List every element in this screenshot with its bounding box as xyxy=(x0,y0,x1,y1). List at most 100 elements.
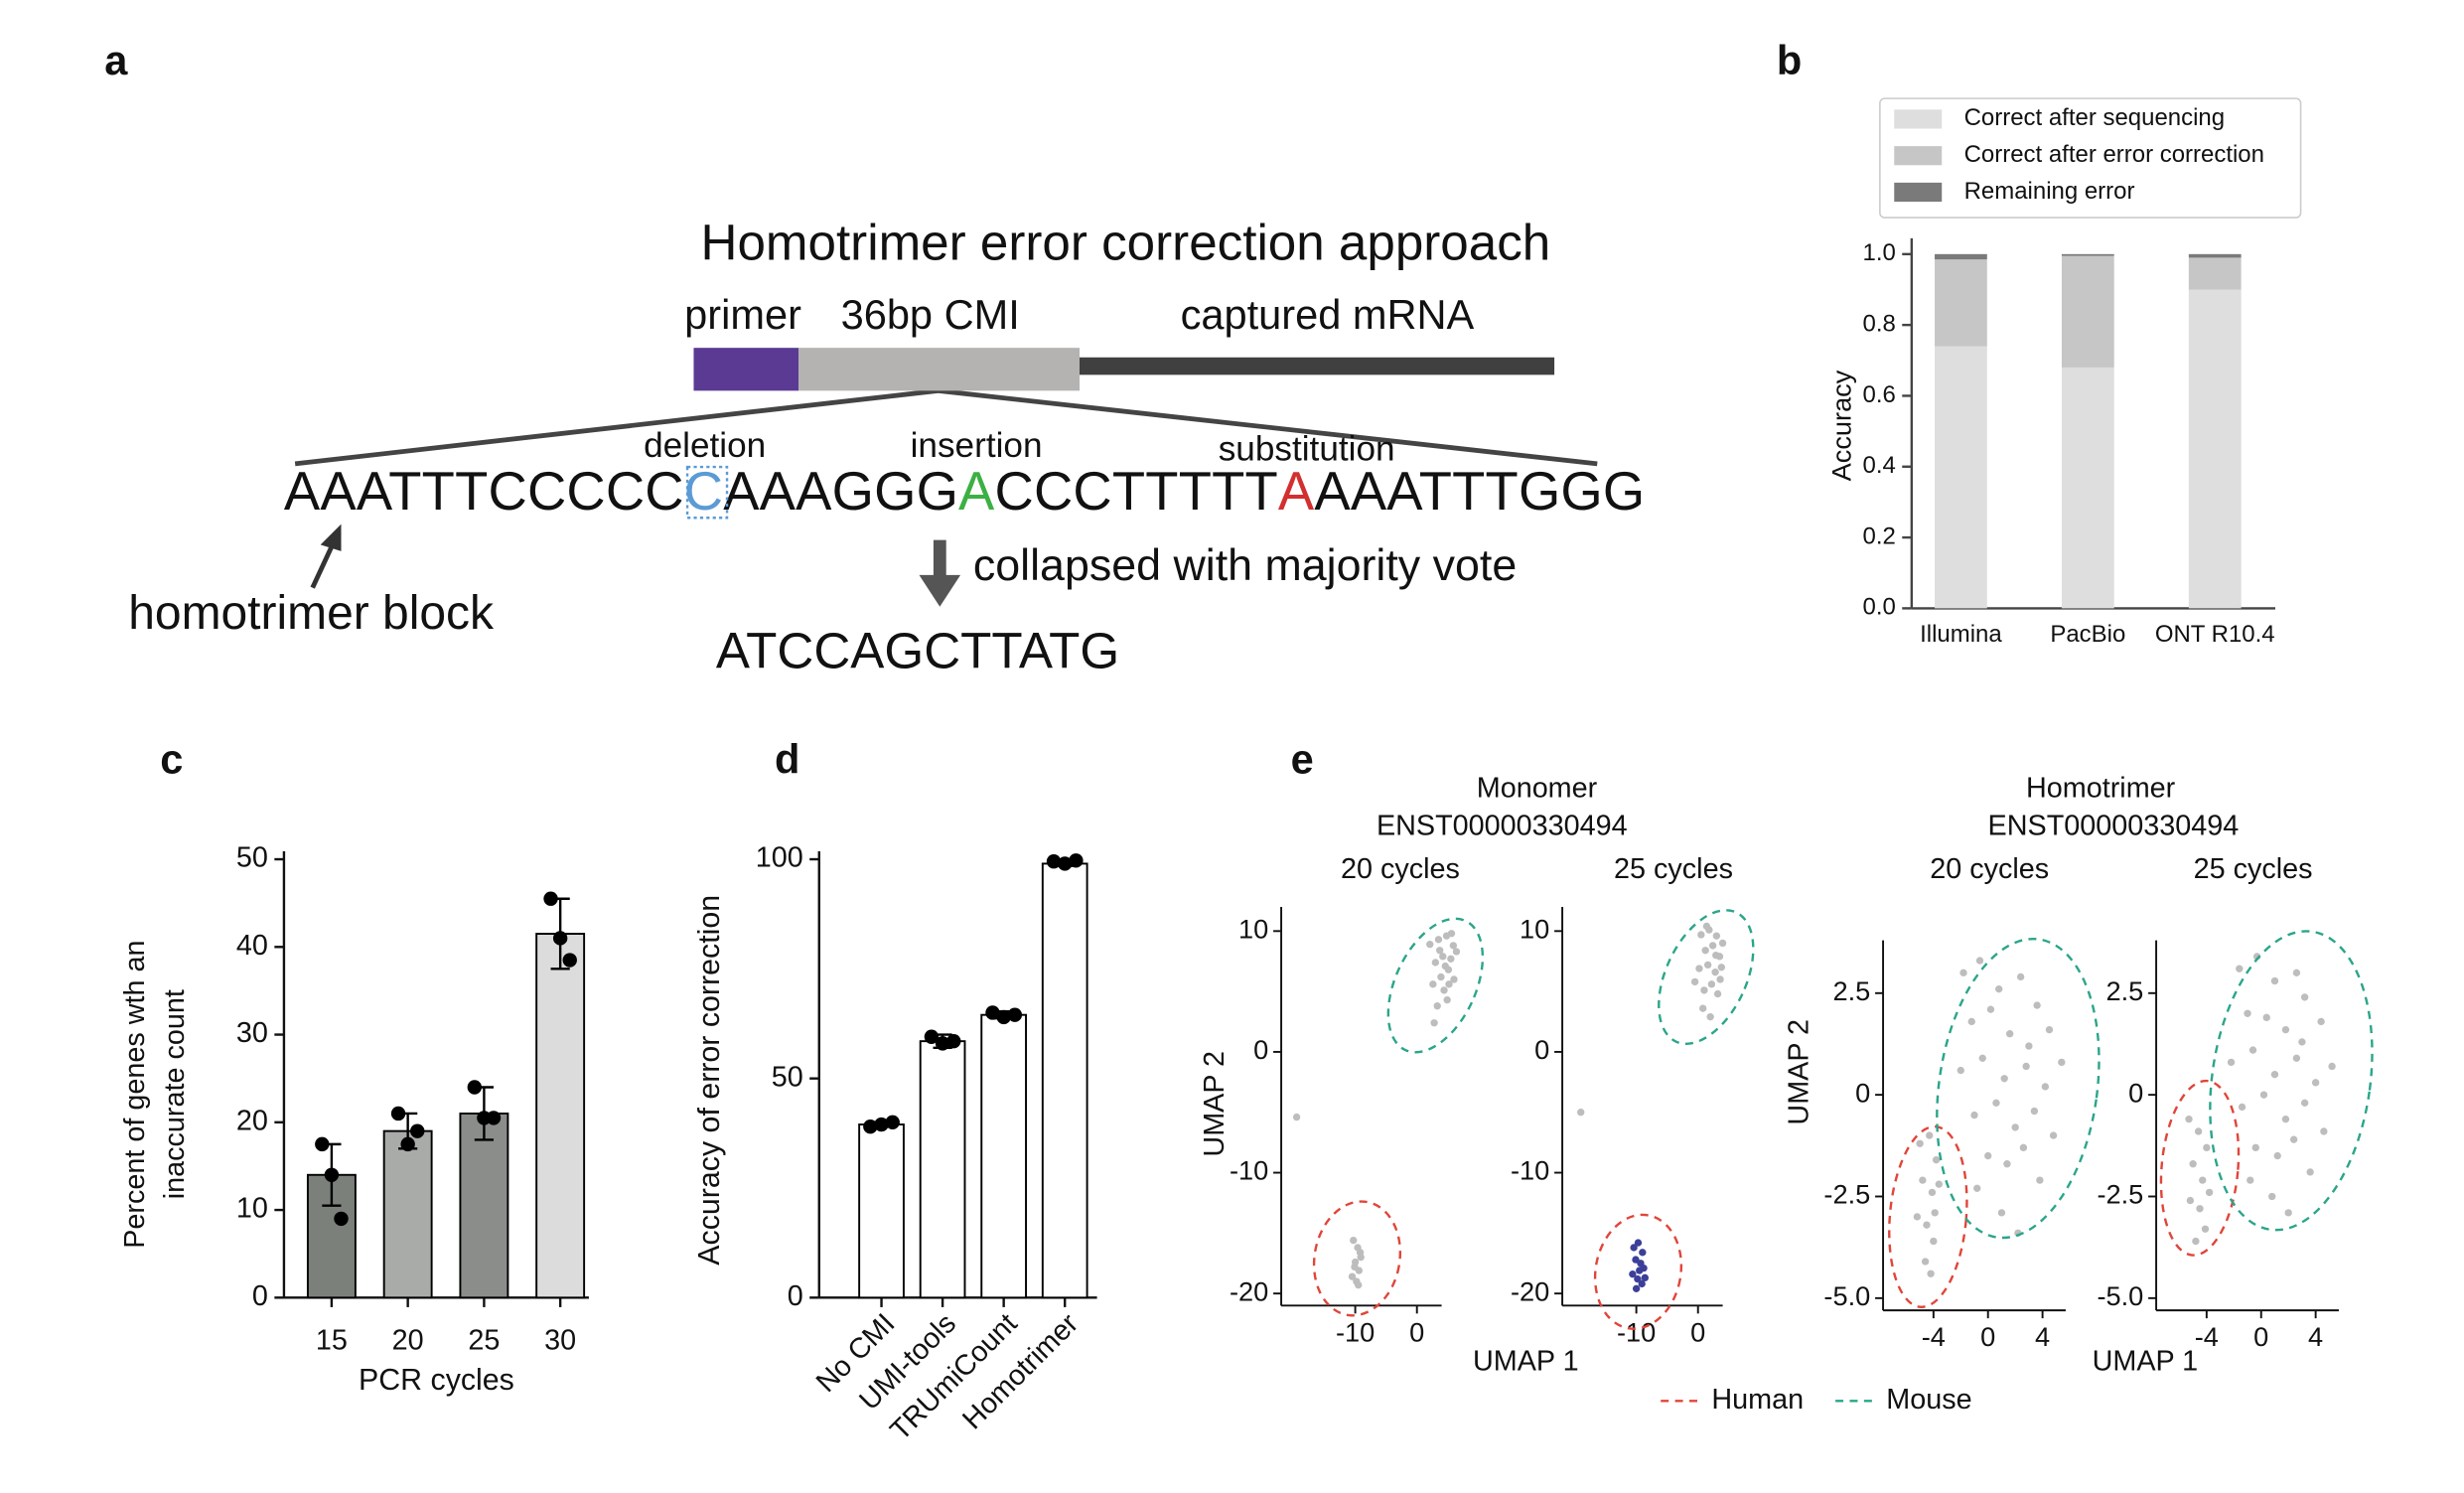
point xyxy=(2298,1038,2306,1046)
x-tick-label: 0 xyxy=(1690,1316,1705,1347)
point xyxy=(2049,1131,2058,1139)
x-tick-label: -4 xyxy=(1922,1321,1946,1352)
y-tick-label: -2.5 xyxy=(1823,1179,1870,1210)
sequence-part: A xyxy=(958,461,995,522)
point xyxy=(2300,1099,2309,1108)
x-tick-label: 0 xyxy=(1980,1321,1995,1352)
point xyxy=(2006,1030,2014,1038)
x-tick-label: 0 xyxy=(2253,1321,2268,1352)
point xyxy=(1440,986,1448,994)
bar-segment xyxy=(2188,289,2242,609)
point xyxy=(2289,1135,2298,1143)
y-axis-label: Accuracy of error correction xyxy=(693,895,726,1266)
y-tick-label: -10 xyxy=(1511,1155,1549,1186)
y-tick-label: 50 xyxy=(772,1061,803,1093)
point xyxy=(1430,1019,1438,1027)
point xyxy=(1638,1279,1646,1288)
y-axis-label: Percent of genes wth an xyxy=(119,941,151,1249)
panel-label: b xyxy=(1777,37,1802,83)
point xyxy=(1716,975,1724,983)
x-tick-label: ONT R10.4 xyxy=(2155,621,2275,648)
point xyxy=(1706,1012,1714,1021)
point xyxy=(1992,1099,2000,1108)
point xyxy=(1634,1274,1642,1283)
consensus: ATCCAGCTTATG xyxy=(716,622,1119,678)
bar-segment xyxy=(2188,257,2242,290)
replicate-point xyxy=(1046,854,1062,869)
point xyxy=(1703,961,1712,970)
segment xyxy=(1080,357,1555,375)
point xyxy=(2281,1116,2290,1123)
point xyxy=(2196,1205,2204,1213)
collapse-label: collapsed with majority vote xyxy=(973,540,1517,590)
point xyxy=(2292,1054,2301,1062)
point xyxy=(1641,1273,1649,1282)
segment-label: captured mRNA xyxy=(1181,291,1475,338)
replicate-point xyxy=(935,1036,950,1051)
point xyxy=(1932,1155,1941,1164)
group-subtitle: ENST00000330494 xyxy=(1988,811,2240,842)
replicate-point xyxy=(885,1115,900,1130)
pointer-arrow-head xyxy=(320,523,342,551)
point xyxy=(1690,977,1699,986)
pointer-arrow xyxy=(310,541,336,589)
y-tick-label: 2.5 xyxy=(1832,975,1870,1006)
bar-segment xyxy=(1935,346,1987,609)
point xyxy=(2019,1143,2028,1152)
point xyxy=(2201,1225,2210,1233)
point xyxy=(2058,1058,2066,1067)
y-tick-label: 0 xyxy=(1253,1034,1268,1065)
y-tick-label: 2.5 xyxy=(2106,975,2144,1006)
point xyxy=(2025,1042,2033,1050)
y-tick-label: 0.4 xyxy=(1863,452,1896,479)
point xyxy=(1997,1209,2006,1217)
x-tick-label: 0 xyxy=(1409,1316,1424,1347)
point xyxy=(1995,985,2003,993)
bar-segment xyxy=(2061,253,2114,256)
y-tick-label: 0.8 xyxy=(1863,310,1896,337)
point xyxy=(2194,1127,2203,1135)
y-tick-label: 0 xyxy=(1855,1077,1870,1108)
subplot-title: 20 cycles xyxy=(1930,853,2049,885)
x-tick-label: 25 xyxy=(468,1325,500,1357)
cluster-ellipse xyxy=(2159,1079,2241,1257)
cluster-ellipse xyxy=(1936,937,2101,1240)
point xyxy=(2270,1070,2279,1079)
point xyxy=(2262,1013,2270,1022)
replicate-point xyxy=(315,1136,330,1152)
down-arrow-head xyxy=(919,574,961,607)
replicate-point xyxy=(863,1120,878,1134)
point xyxy=(1984,1151,1992,1160)
y-tick-label: 0.2 xyxy=(1863,523,1896,549)
segment xyxy=(797,348,1081,391)
point xyxy=(2185,1116,2193,1123)
point xyxy=(1639,1249,1647,1257)
y-tick-label: 10 xyxy=(1238,914,1268,945)
point xyxy=(1967,1017,1975,1026)
replicate-point xyxy=(486,1111,502,1125)
point xyxy=(1718,939,1727,948)
y-axis-label: UMAP 2 xyxy=(1199,1051,1231,1157)
point xyxy=(2281,1025,2290,1034)
point xyxy=(1701,947,1709,955)
x-axis-label: UMAP 1 xyxy=(2093,1345,2199,1377)
legend-label: Correct after sequencing xyxy=(1964,104,2225,131)
point xyxy=(1351,1263,1359,1271)
y-axis-label: Accuracy xyxy=(1825,370,1856,481)
point xyxy=(2199,1176,2207,1184)
segment-label: 36bp CMI xyxy=(841,291,1020,338)
point xyxy=(1708,942,1717,950)
x-tick-label: 15 xyxy=(316,1325,348,1357)
legend-swatch xyxy=(1894,182,1943,203)
point xyxy=(1436,947,1444,955)
point xyxy=(1695,965,1703,972)
point xyxy=(1923,1221,1931,1229)
y-tick-label: -5.0 xyxy=(1823,1280,1870,1311)
point xyxy=(1973,1184,1981,1192)
subplot-title: 25 cycles xyxy=(1614,853,1733,885)
replicate-point xyxy=(543,891,558,906)
point xyxy=(1713,989,1722,998)
point xyxy=(1697,931,1705,939)
y-tick-label: -20 xyxy=(1511,1275,1549,1306)
x-tick-label: 4 xyxy=(2308,1321,2323,1352)
